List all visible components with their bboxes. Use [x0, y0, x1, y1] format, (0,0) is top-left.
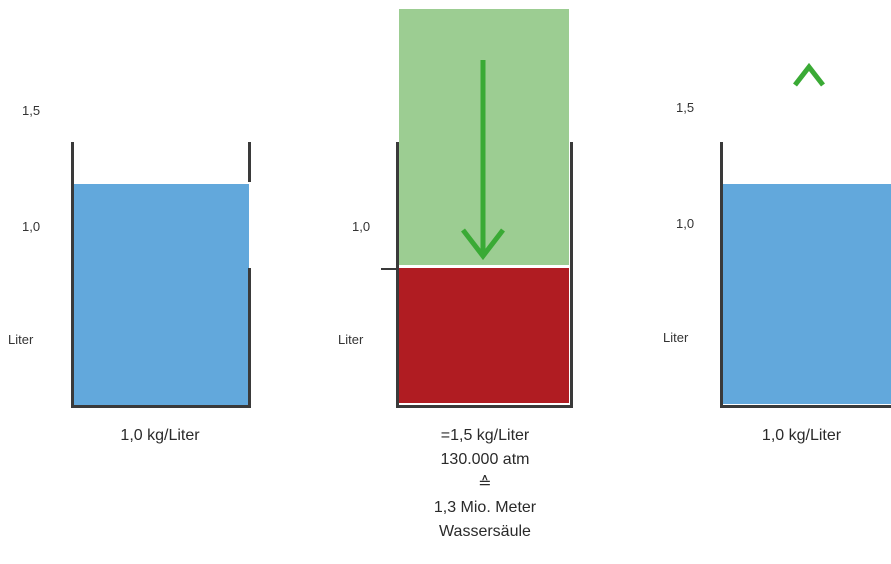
water-fill [74, 184, 249, 406]
container-wall-left [71, 142, 74, 407]
caption-line: 130.000 atm [440, 451, 530, 468]
caption-line: 1,0 kg/Liter [761, 427, 842, 444]
caption-line: Wassersäule [439, 523, 531, 540]
tick-1-0: 1,0 [22, 219, 41, 234]
container-wall-right-lower [248, 268, 251, 407]
tick-1-0: 1,0 [676, 216, 695, 231]
tick-1-5: 1,5 [22, 103, 41, 118]
container-wall-right [570, 142, 573, 407]
water-fill [723, 184, 891, 404]
container-wall-left [396, 142, 399, 407]
level-tick-mark [381, 268, 397, 270]
tick-1-5: 1,5 [676, 100, 695, 115]
tick-liter: Liter [338, 332, 364, 347]
compressed-fill [399, 268, 569, 403]
container-wall-right-upper [248, 142, 251, 182]
container-floor [396, 405, 573, 408]
caption-line: ≙ [478, 475, 492, 492]
container-floor [720, 405, 891, 408]
caption: 1,0 kg/Liter [712, 424, 891, 448]
caption-line: 1,0 kg/Liter [120, 427, 200, 444]
caption: =1,5 kg/Liter 130.000 atm ≙ 1,3 Mio. Met… [385, 424, 585, 544]
arrow-down-icon [461, 60, 505, 261]
container-wall-left [720, 142, 723, 407]
container-floor [71, 405, 251, 408]
tick-liter: Liter [8, 332, 34, 347]
tick-liter: Liter [663, 330, 689, 345]
caption-line: =1,5 kg/Liter [440, 427, 530, 444]
chevron-up-icon [793, 62, 825, 87]
caption-line: 1,3 Mio. Meter [433, 499, 537, 516]
tick-1-0: 1,0 [352, 219, 371, 234]
caption: 1,0 kg/Liter [60, 424, 260, 448]
